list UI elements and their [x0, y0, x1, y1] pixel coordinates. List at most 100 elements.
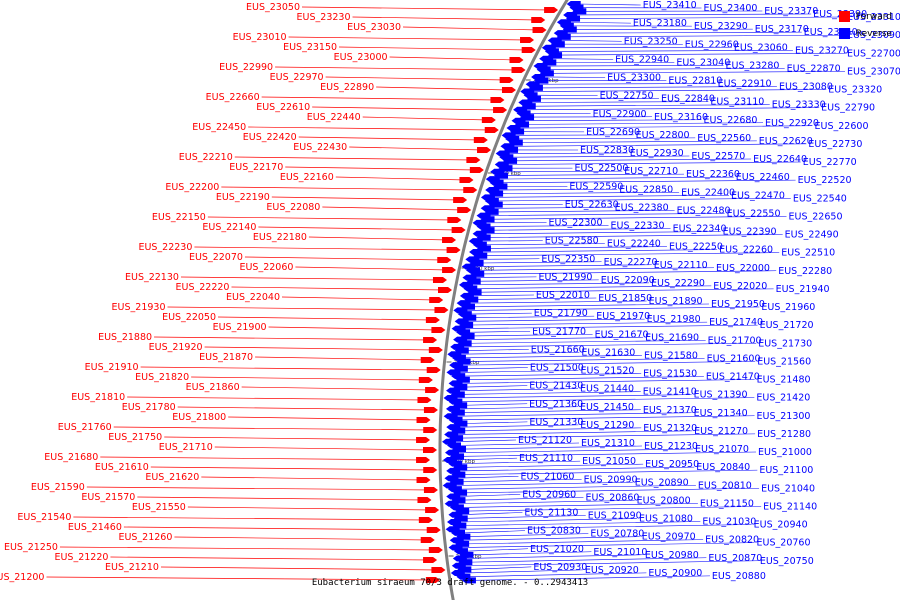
forward-leader-line: [308, 236, 450, 241]
forward-leader-line: [113, 426, 431, 431]
forward-leader-line: [228, 416, 424, 421]
reverse-gene-label: EUS_22000: [716, 263, 770, 274]
reverse-leader-line: [525, 107, 820, 111]
reverse-gene-label: EUS_23270: [795, 45, 849, 56]
reverse-leader-line: [463, 427, 642, 432]
reverse-gene-label: EUS_22800: [636, 130, 690, 141]
reverse-gene-label: EUS_21370: [643, 405, 697, 416]
reverse-gene-label: EUS_21040: [761, 483, 815, 494]
reverse-gene-label: EUS_22850: [619, 184, 673, 195]
reverse-gene-label: EUS_22960: [685, 39, 739, 50]
forward-gene-feature: [432, 277, 447, 283]
forward-gene-label: EUS_21460: [68, 522, 122, 533]
forward-leader-line: [255, 356, 428, 361]
reverse-leader-line: [517, 137, 696, 140]
reverse-gene-label: EUS_21420: [756, 393, 810, 404]
forward-leader-line: [335, 176, 467, 181]
reverse-gene-label: EUS_21410: [643, 387, 697, 398]
reverse-leader-line: [465, 403, 528, 406]
reverse-gene-label: EUS_20860: [585, 492, 639, 503]
reverse-leader-line: [462, 569, 583, 574]
forward-gene-feature: [425, 577, 440, 583]
forward-gene-feature: [423, 407, 438, 413]
reverse-gene-label: EUS_21660: [531, 344, 585, 355]
reverse-leader-line: [465, 515, 586, 519]
reverse-gene-label: EUS_21070: [695, 444, 749, 455]
forward-gene-label: EUS_22660: [206, 92, 260, 103]
forward-gene-feature: [493, 107, 508, 113]
reverse-gene-label: EUS_21010: [593, 547, 647, 558]
forward-leader-line: [123, 526, 434, 531]
reverse-leader-line: [467, 376, 704, 381]
reverse-gene-label: EUS_22340: [673, 224, 727, 235]
legend-forward-label: Forward: [855, 11, 892, 22]
reverse-leader-line: [485, 252, 780, 256]
reverse-leader-line: [488, 225, 609, 227]
reverse-gene-label: EUS_22470: [731, 190, 785, 201]
forward-leader-line: [339, 46, 529, 51]
reverse-gene-label: EUS_20830: [527, 526, 581, 537]
reverse-gene-label: EUS_21360: [529, 399, 583, 410]
forward-leader-line: [164, 436, 424, 441]
reverse-gene-label: EUS_20990: [584, 474, 638, 485]
forward-gene-feature: [418, 517, 433, 523]
reverse-gene-label: EUS_21300: [757, 411, 811, 422]
reverse-leader-line: [484, 231, 721, 235]
forward-gene-label: EUS_21810: [71, 392, 125, 403]
reverse-gene-label: EUS_20940: [754, 520, 808, 531]
forward-gene-feature: [420, 357, 435, 363]
reverse-leader-line: [481, 261, 602, 264]
reverse-gene-label: EUS_21980: [647, 314, 701, 325]
reverse-leader-line: [460, 415, 755, 421]
forward-leader-line: [268, 326, 439, 331]
reverse-leader-line: [530, 101, 709, 103]
forward-gene-label: EUS_23010: [233, 32, 287, 43]
reverse-leader-line: [556, 49, 793, 52]
reverse-gene-label: EUS_22710: [624, 166, 678, 177]
forward-gene-feature: [481, 117, 496, 123]
forward-leader-line: [362, 116, 489, 121]
reverse-leader-line: [470, 557, 707, 563]
forward-gene-feature: [520, 37, 535, 43]
reverse-leader-line: [492, 228, 671, 231]
reverse-gene-label: EUS_21730: [758, 338, 812, 349]
reverse-gene-label: EUS_22300: [549, 218, 603, 229]
reverse-leader-line: [496, 197, 791, 202]
reverse-gene-label: EUS_20820: [705, 535, 759, 546]
forward-leader-line: [59, 546, 436, 551]
reverse-gene-label: EUS_21690: [645, 332, 699, 343]
forward-leader-line: [177, 406, 431, 411]
forward-leader-line: [285, 166, 477, 171]
reverse-gene-label: EUS_23400: [703, 3, 757, 14]
forward-gene-label: EUS_21210: [105, 562, 159, 573]
forward-gene-feature: [423, 487, 438, 493]
forward-gene-feature: [437, 257, 452, 263]
reverse-gene-label: EUS_22270: [604, 257, 658, 268]
reverse-leader-line: [466, 349, 529, 351]
reverse-leader-line: [492, 216, 787, 220]
reverse-leader-line: [461, 536, 640, 541]
forward-gene-label: EUS_22450: [192, 122, 246, 133]
forward-gene-label: EUS_21250: [4, 542, 58, 553]
reverse-leader-line: [456, 448, 694, 453]
reverse-gene-label: EUS_23240: [804, 27, 858, 38]
reverse-leader-line: [467, 506, 762, 512]
forward-leader-line: [160, 566, 439, 571]
forward-gene-label: EUS_22040: [226, 292, 280, 303]
reverse-leader-line: [479, 288, 774, 293]
reverse-leader-line: [476, 297, 597, 300]
reverse-gene-label: EUS_20760: [757, 538, 811, 549]
forward-gene-label: EUS_21930: [112, 302, 166, 313]
reverse-leader-line: [515, 158, 752, 162]
forward-gene-feature: [442, 237, 457, 243]
reverse-gene-label: EUS_22390: [723, 227, 777, 238]
reverse-leader-line: [474, 276, 537, 278]
reverse-leader-line: [456, 430, 693, 435]
forward-gene-feature: [457, 207, 472, 213]
reverse-gene-label: EUS_20870: [708, 553, 762, 564]
reverse-gene-label: EUS_21080: [639, 514, 693, 525]
reverse-leader-line: [459, 352, 580, 355]
reverse-leader-line: [460, 460, 581, 464]
forward-gene-feature: [466, 157, 481, 163]
forward-gene-label: EUS_23000: [334, 52, 388, 63]
